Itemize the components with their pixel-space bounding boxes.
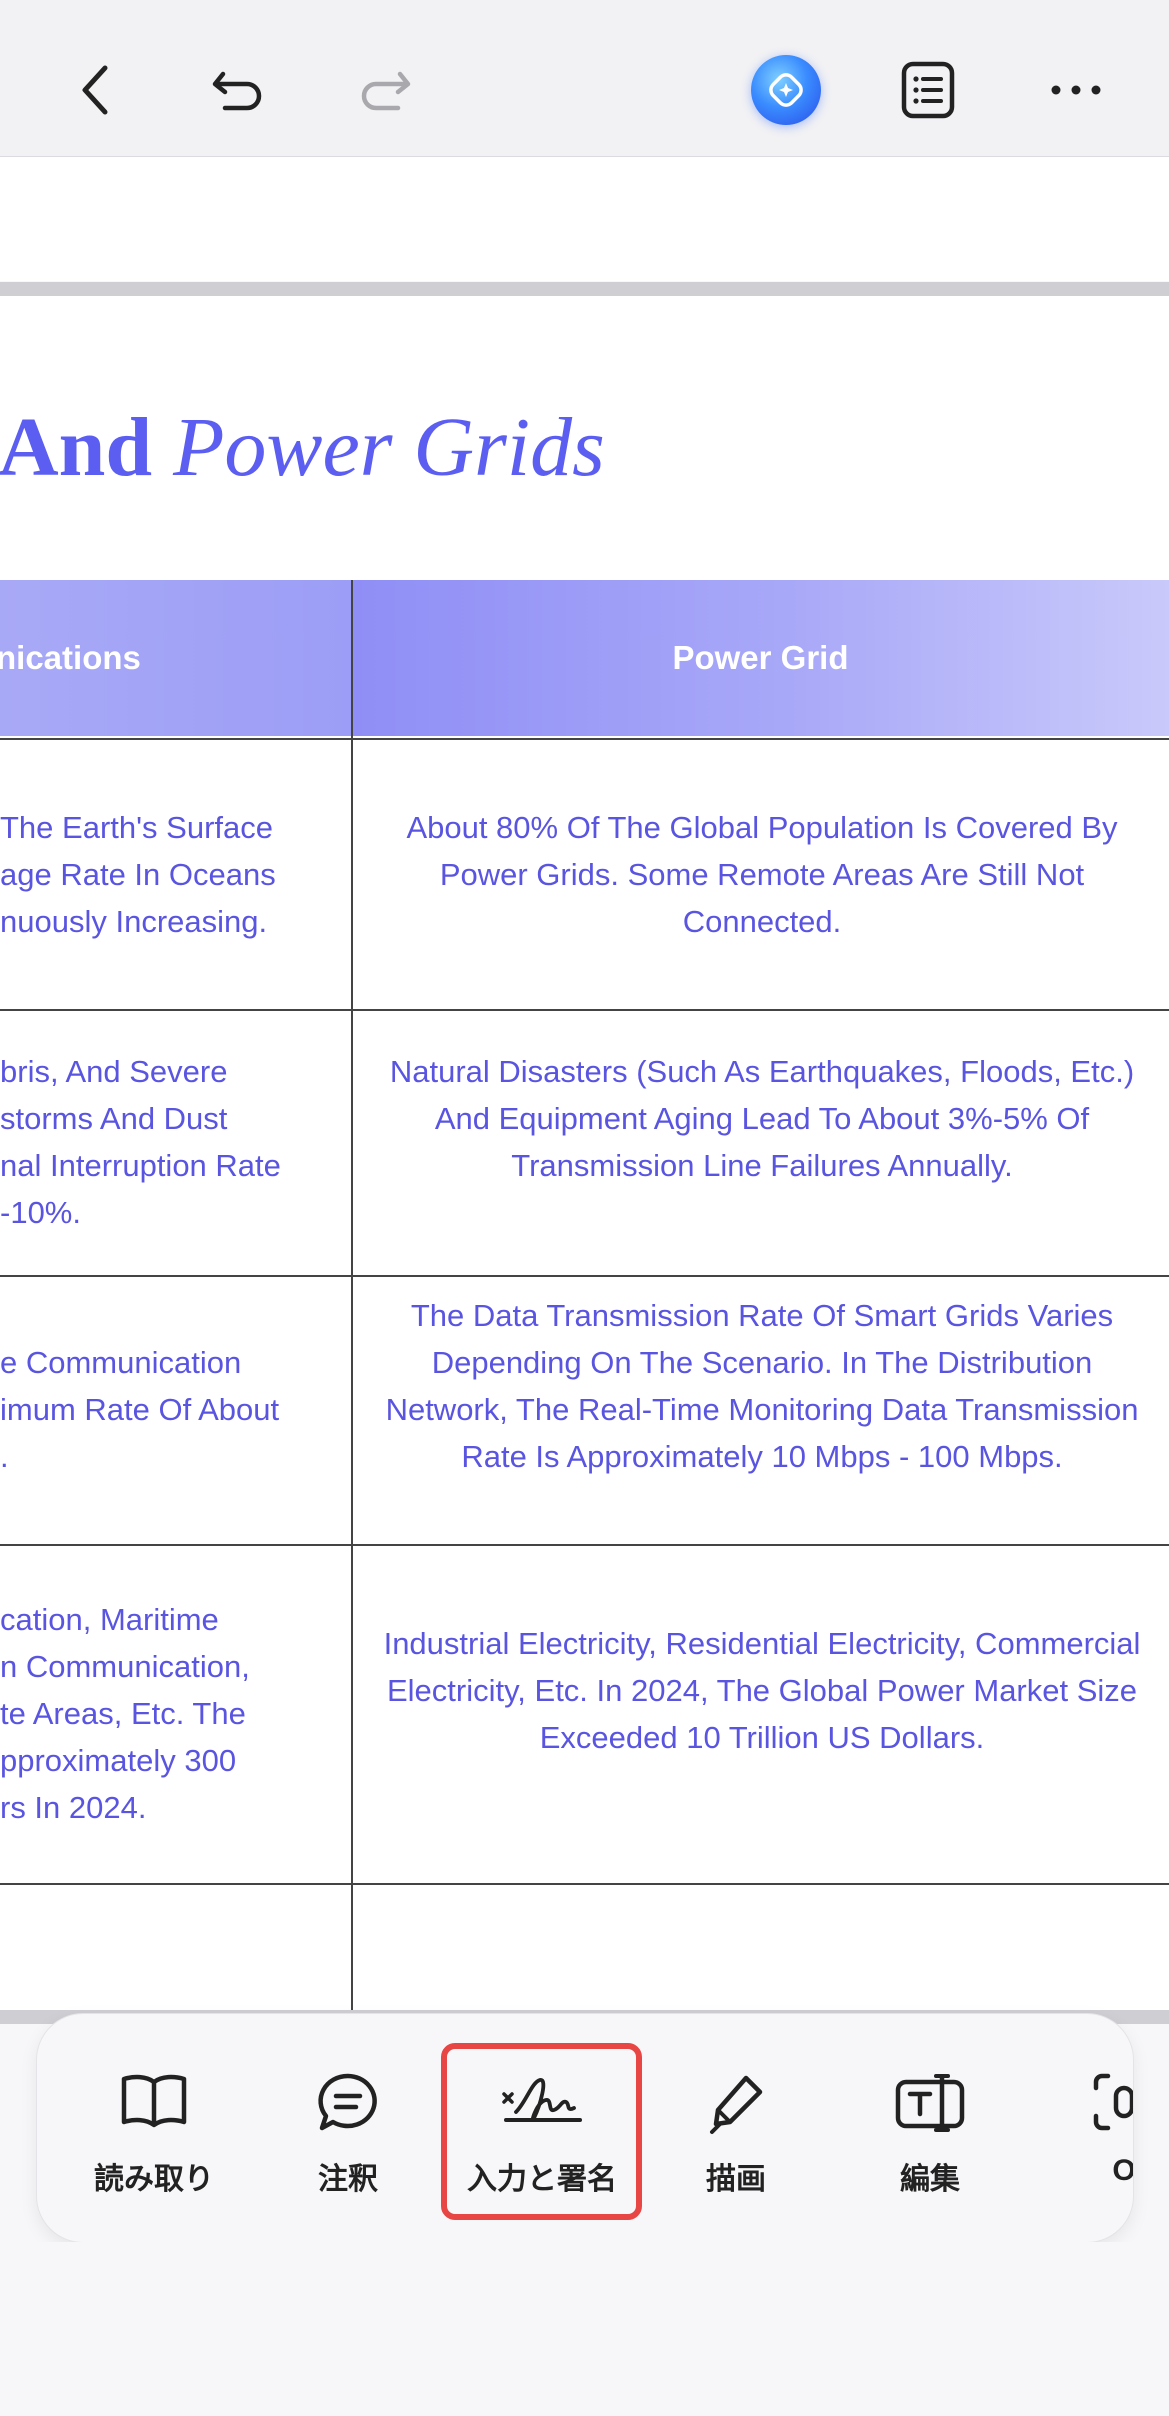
- page-separator: [0, 282, 1169, 296]
- tool-read[interactable]: 読み取り: [59, 2014, 249, 2242]
- table-cell: cation, Maritime n Communication, te Are…: [0, 1602, 250, 1825]
- table-header-communications: nications: [0, 580, 351, 736]
- row-divider: [0, 1544, 1169, 1546]
- table-cell: About 80% Of The Global Population Is Co…: [406, 810, 1118, 939]
- tool-dock: 読み取り 注釈 入力と署名 描画 編集: [37, 2014, 1133, 2242]
- header-label: nications: [0, 639, 141, 676]
- tool-draw[interactable]: 描画: [641, 2014, 831, 2242]
- tool-edit[interactable]: 編集: [835, 2014, 1025, 2242]
- row-divider: [0, 1009, 1169, 1011]
- redo-button[interactable]: [340, 46, 428, 134]
- table-header-power-grid: Power Grid: [352, 580, 1169, 736]
- tool-ocr[interactable]: O: [1029, 2014, 1133, 2242]
- page-title: And Power Grids: [0, 406, 605, 490]
- document-page[interactable]: And Power Grids nications Power Grid The…: [0, 296, 1169, 2184]
- undo-button[interactable]: [195, 46, 283, 134]
- bottom-safe-area: [0, 2242, 1169, 2416]
- tool-label: 読み取り: [94, 2163, 214, 2196]
- ocr-icon: [1093, 2073, 1133, 2131]
- column-divider: [351, 580, 353, 2184]
- tool-label: O: [1112, 2154, 1133, 2187]
- selected-tool-highlight: [441, 2043, 642, 2220]
- tool-label: 編集: [900, 2163, 960, 2196]
- tool-label: 入力と署名: [467, 2163, 617, 2196]
- table-cell: Industrial Electricity, Residential Elec…: [383, 1626, 1141, 1755]
- table-cell: Natural Disasters (Such As Earthquakes, …: [389, 1054, 1135, 1183]
- previous-page-area: [0, 157, 1169, 281]
- row-divider: [0, 1275, 1169, 1277]
- title-italic-part: Power Grids: [173, 401, 605, 494]
- tool-label: 注釈: [318, 2163, 378, 2196]
- header-label: Power Grid: [672, 639, 849, 676]
- signature-icon: [502, 2078, 582, 2122]
- pen-icon: [710, 2075, 763, 2134]
- chevron-left-icon: [82, 65, 108, 115]
- list-icon: [901, 61, 955, 119]
- table-cell: The Data Transmission Rate Of Smart Grid…: [385, 1298, 1139, 1474]
- row-divider: [0, 1883, 1169, 1885]
- book-icon: [121, 2074, 187, 2128]
- ai-assistant-icon: [751, 55, 821, 125]
- top-toolbar: [0, 0, 1169, 157]
- comment-icon: [318, 2073, 377, 2131]
- tool-annotate[interactable]: 注釈: [253, 2014, 443, 2242]
- more-button[interactable]: [1032, 46, 1120, 134]
- more-icon: [1051, 85, 1101, 95]
- redo-icon: [361, 71, 411, 111]
- row-divider: [0, 738, 1169, 740]
- table-cell: The Earth's Surface age Rate In Oceans n…: [0, 810, 276, 939]
- outline-button[interactable]: [884, 46, 972, 134]
- tool-label: 描画: [706, 2163, 766, 2196]
- ai-assistant-button[interactable]: [742, 46, 830, 134]
- title-bold-part: And: [0, 401, 153, 494]
- undo-icon: [212, 71, 262, 111]
- tool-fill-sign[interactable]: 入力と署名: [447, 2014, 637, 2242]
- text-edit-icon: [895, 2074, 965, 2132]
- table-cell: bris, And Severe storms And Dust nal Int…: [0, 1054, 281, 1230]
- table-cell: e Communication imum Rate Of About .: [0, 1345, 280, 1474]
- back-button[interactable]: [52, 46, 140, 134]
